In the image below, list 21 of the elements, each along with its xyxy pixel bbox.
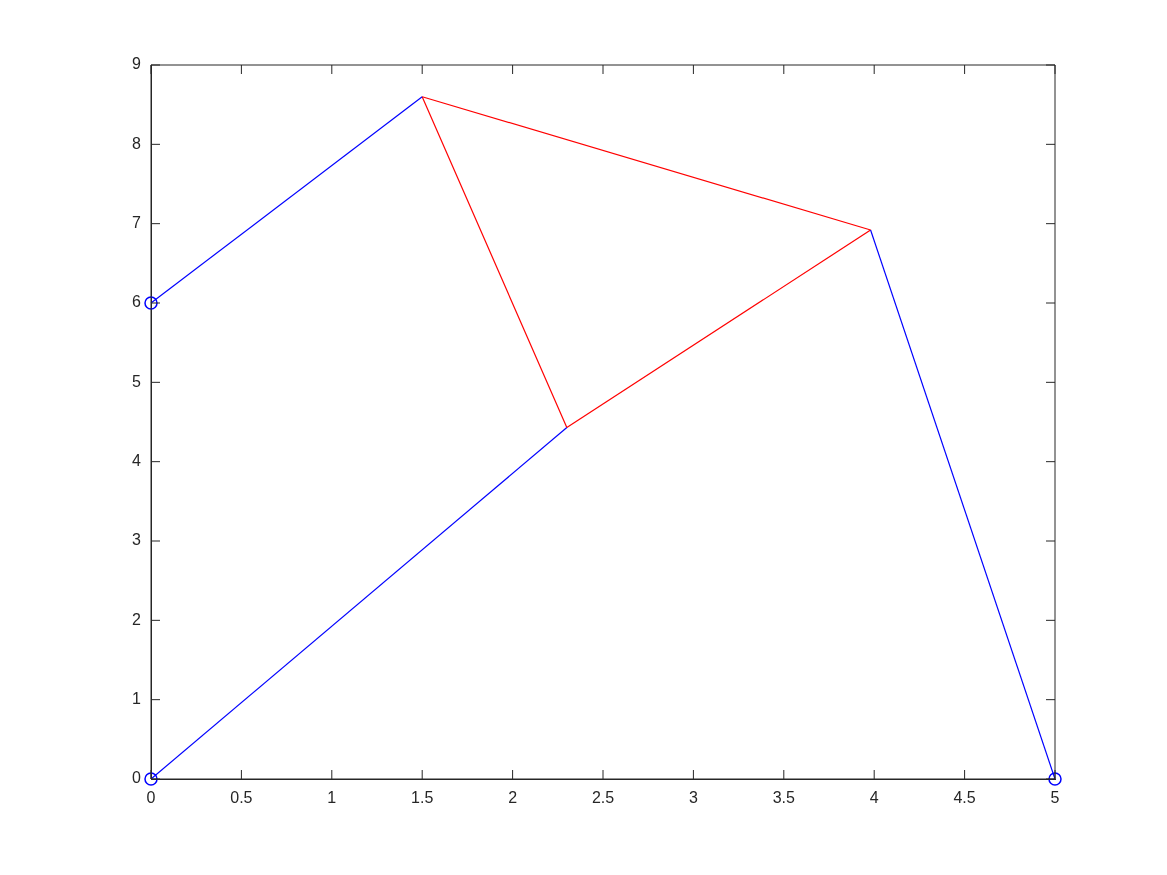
- x-tick-label: 2.5: [591, 789, 615, 807]
- y-tick-label: 5: [132, 372, 142, 390]
- y-tick-label: 6: [132, 293, 142, 311]
- x-tick-label: 4: [869, 789, 879, 807]
- y-tick-label: 2: [132, 610, 142, 628]
- y-tick-label: 8: [132, 134, 142, 152]
- x-tick-label: 1.5: [411, 789, 434, 807]
- x-tick-label: 3: [688, 789, 698, 807]
- x-tick-label: 0: [146, 789, 156, 807]
- x-tick-label: 2: [508, 789, 518, 807]
- x-tick-label: 5: [1050, 789, 1060, 807]
- y-tick-label: 1: [132, 690, 142, 708]
- y-tick-label: 9: [132, 55, 142, 73]
- y-tick-label: 0: [132, 769, 142, 787]
- x-tick-label: 0.5: [230, 789, 253, 807]
- y-tick-label: 4: [132, 452, 142, 470]
- x-tick-label: 1: [327, 789, 337, 807]
- x-tick-label: 3.5: [772, 789, 796, 807]
- y-tick-label: 3: [132, 531, 142, 549]
- y-tick-label: 7: [132, 214, 142, 232]
- x-tick-label: 4.5: [953, 789, 976, 807]
